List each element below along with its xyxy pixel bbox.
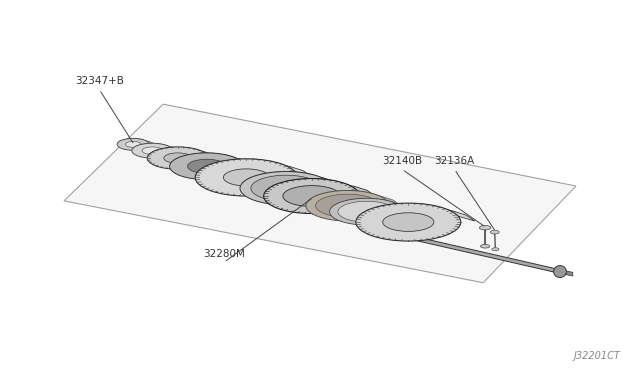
Polygon shape (118, 138, 155, 144)
Ellipse shape (223, 169, 269, 186)
Polygon shape (266, 179, 375, 196)
Ellipse shape (240, 171, 332, 205)
Polygon shape (133, 143, 179, 151)
Ellipse shape (170, 153, 244, 180)
Ellipse shape (264, 179, 360, 214)
Polygon shape (560, 270, 573, 276)
Ellipse shape (316, 194, 380, 217)
Polygon shape (243, 172, 344, 187)
Ellipse shape (142, 147, 163, 154)
Polygon shape (358, 203, 475, 221)
Ellipse shape (188, 159, 226, 173)
Ellipse shape (554, 266, 566, 278)
Polygon shape (172, 153, 255, 166)
Ellipse shape (479, 225, 491, 230)
Ellipse shape (283, 186, 340, 206)
Ellipse shape (338, 201, 396, 222)
Ellipse shape (117, 138, 149, 150)
Ellipse shape (147, 147, 209, 169)
Ellipse shape (195, 159, 298, 196)
Ellipse shape (492, 248, 499, 251)
Polygon shape (64, 104, 576, 283)
Text: 32140B: 32140B (382, 156, 422, 166)
Ellipse shape (383, 213, 434, 231)
Polygon shape (332, 199, 413, 211)
Ellipse shape (481, 244, 490, 248)
Ellipse shape (125, 141, 141, 147)
Polygon shape (308, 191, 400, 205)
Polygon shape (381, 229, 560, 273)
Text: 32347+B: 32347+B (75, 76, 124, 86)
Ellipse shape (164, 153, 192, 163)
Polygon shape (148, 147, 218, 158)
Ellipse shape (306, 190, 389, 221)
Text: 32280M: 32280M (203, 249, 245, 259)
Ellipse shape (490, 230, 499, 234)
Text: 32136A: 32136A (435, 156, 474, 166)
Polygon shape (198, 159, 312, 177)
Ellipse shape (132, 143, 173, 158)
Ellipse shape (251, 175, 321, 201)
Ellipse shape (330, 198, 404, 225)
Text: J32201CT: J32201CT (574, 351, 621, 361)
Ellipse shape (356, 203, 461, 241)
